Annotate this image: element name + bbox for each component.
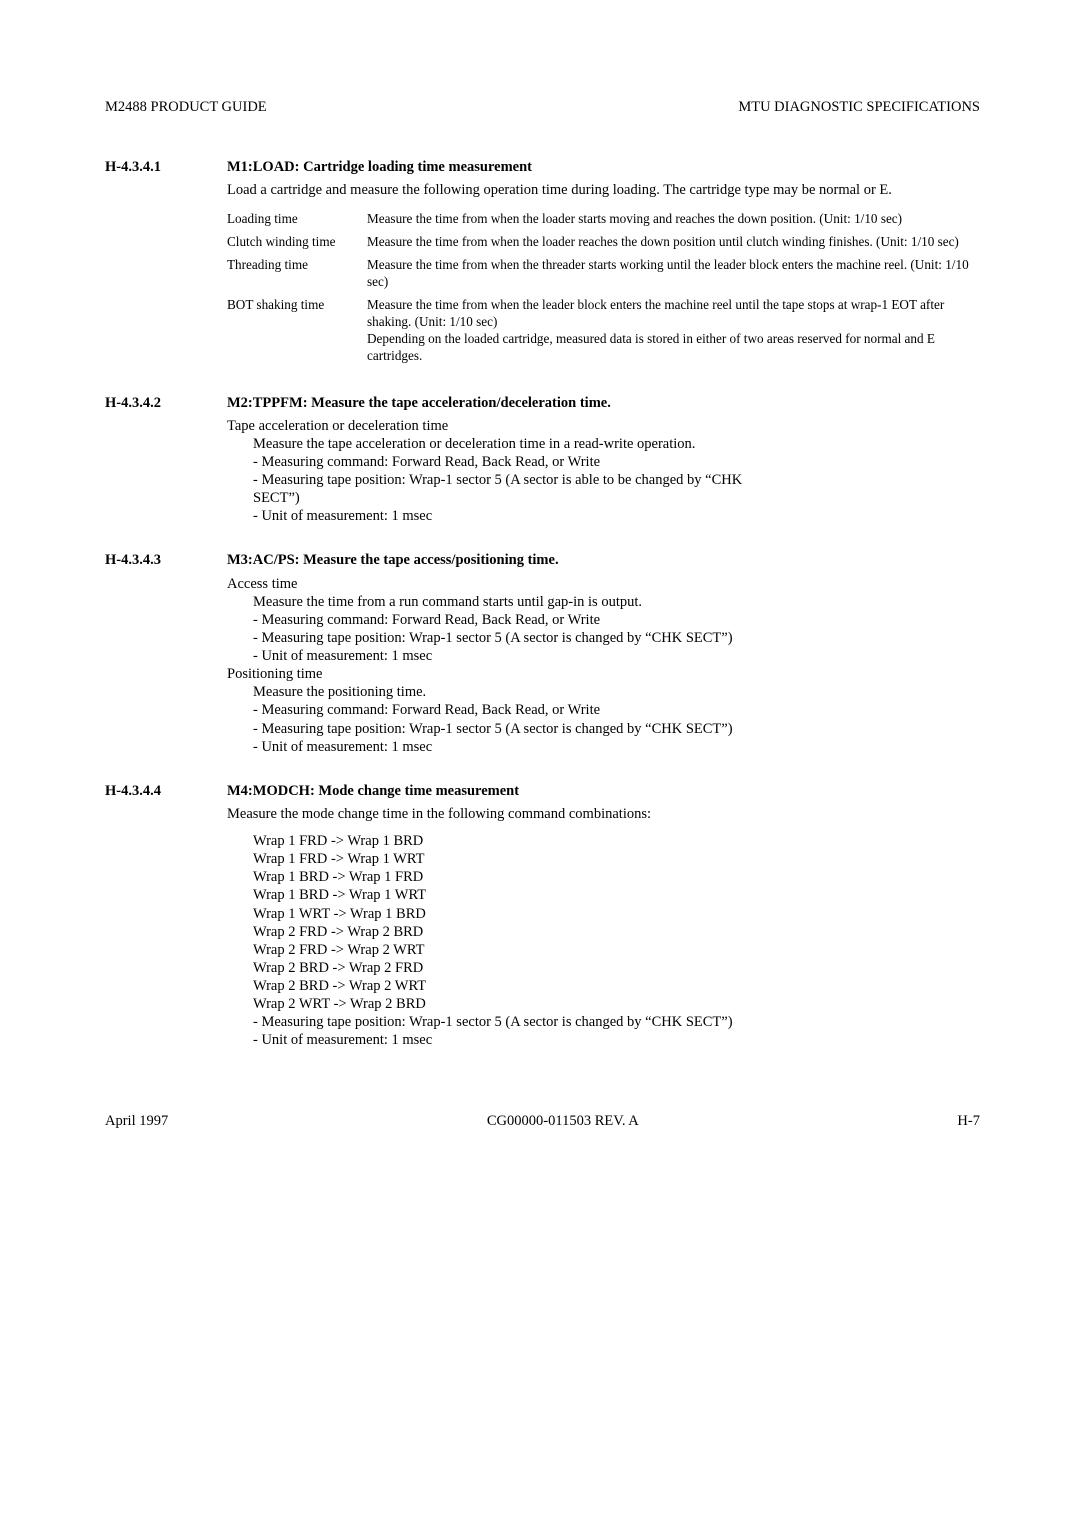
page-footer: April 1997 CG00000-011503 REV. A H-7: [105, 1112, 980, 1130]
bullet-line: - Measuring command: Forward Read, Back …: [253, 611, 980, 629]
body-line: Measure the positioning time.: [253, 683, 980, 701]
bullet-line: - Unit of measurement: 1 msec: [253, 1031, 980, 1049]
section-title: M3:AC/PS: Measure the tape access/positi…: [227, 551, 980, 569]
bullet-line: SECT”): [253, 489, 980, 507]
wrap-line: Wrap 1 FRD -> Wrap 1 BRD: [253, 832, 980, 850]
footer-right: H-7: [957, 1112, 980, 1130]
section-number: H-4.3.4.2: [105, 394, 227, 412]
page-header: M2488 PRODUCT GUIDE MTU DIAGNOSTIC SPECI…: [105, 98, 980, 116]
wrap-line: Wrap 2 FRD -> Wrap 2 WRT: [253, 941, 980, 959]
wrap-line: Wrap 1 WRT -> Wrap 1 BRD: [253, 905, 980, 923]
wrap-line: Wrap 1 BRD -> Wrap 1 FRD: [253, 868, 980, 886]
bullet-line: - Measuring tape position: Wrap-1 sector…: [253, 471, 980, 489]
def-term: Loading time: [227, 208, 367, 231]
wrap-line: Wrap 2 BRD -> Wrap 2 FRD: [253, 959, 980, 977]
def-text-line: Measure the time from when the leader bl…: [367, 297, 980, 331]
def-text: Measure the time from when the leader bl…: [367, 294, 980, 368]
body-line: Access time: [227, 575, 980, 593]
body-line: Positioning time: [227, 665, 980, 683]
def-text: Measure the time from when the threader …: [367, 254, 980, 294]
header-right: MTU DIAGNOSTIC SPECIFICATIONS: [738, 98, 980, 116]
section-title: M1:LOAD: Cartridge loading time measurem…: [227, 158, 980, 176]
body-line: Tape acceleration or deceleration time: [227, 417, 980, 435]
bullet-line: - Measuring command: Forward Read, Back …: [253, 701, 980, 719]
bullet-line: - Unit of measurement: 1 msec: [253, 507, 980, 525]
section-intro: Measure the mode change time in the foll…: [227, 805, 980, 823]
section-m1-load: H-4.3.4.1 M1:LOAD: Cartridge loading tim…: [105, 158, 980, 367]
section-intro: Load a cartridge and measure the followi…: [227, 181, 980, 199]
bullet-line: - Measuring tape position: Wrap-1 sector…: [253, 720, 980, 738]
bullet-line: - Unit of measurement: 1 msec: [253, 738, 980, 756]
section-number: H-4.3.4.4: [105, 782, 227, 800]
header-left: M2488 PRODUCT GUIDE: [105, 98, 267, 116]
wrap-line: Wrap 2 FRD -> Wrap 2 BRD: [253, 923, 980, 941]
definition-table: Loading time Measure the time from when …: [227, 208, 980, 367]
def-text-line: Depending on the loaded cartridge, measu…: [367, 331, 980, 365]
section-number: H-4.3.4.3: [105, 551, 227, 569]
section-m2-tppfm: H-4.3.4.2 M2:TPPFM: Measure the tape acc…: [105, 394, 980, 526]
bullet-line: - Measuring tape position: Wrap-1 sector…: [253, 1013, 980, 1031]
wrap-line: Wrap 2 WRT -> Wrap 2 BRD: [253, 995, 980, 1013]
wrap-line: Wrap 1 BRD -> Wrap 1 WRT: [253, 886, 980, 904]
section-title: M4:MODCH: Mode change time measurement: [227, 782, 980, 800]
bullet-line: - Measuring command: Forward Read, Back …: [253, 453, 980, 471]
body-line: Measure the tape acceleration or deceler…: [253, 435, 980, 453]
section-m4-modch: H-4.3.4.4 M4:MODCH: Mode change time mea…: [105, 782, 980, 1050]
wrap-line: Wrap 2 BRD -> Wrap 2 WRT: [253, 977, 980, 995]
def-text: Measure the time from when the loader re…: [367, 231, 980, 254]
wrap-line: Wrap 1 FRD -> Wrap 1 WRT: [253, 850, 980, 868]
section-number: H-4.3.4.1: [105, 158, 227, 176]
body-line: Measure the time from a run command star…: [253, 593, 980, 611]
section-m3-acps: H-4.3.4.3 M3:AC/PS: Measure the tape acc…: [105, 551, 980, 755]
def-term: Clutch winding time: [227, 231, 367, 254]
def-term: Threading time: [227, 254, 367, 294]
bullet-line: - Measuring tape position: Wrap-1 sector…: [253, 629, 980, 647]
bullet-line: - Unit of measurement: 1 msec: [253, 647, 980, 665]
section-title: M2:TPPFM: Measure the tape acceleration/…: [227, 394, 980, 412]
def-term: BOT shaking time: [227, 294, 367, 368]
footer-center: CG00000-011503 REV. A: [487, 1112, 639, 1130]
def-text: Measure the time from when the loader st…: [367, 208, 980, 231]
footer-left: April 1997: [105, 1112, 168, 1130]
